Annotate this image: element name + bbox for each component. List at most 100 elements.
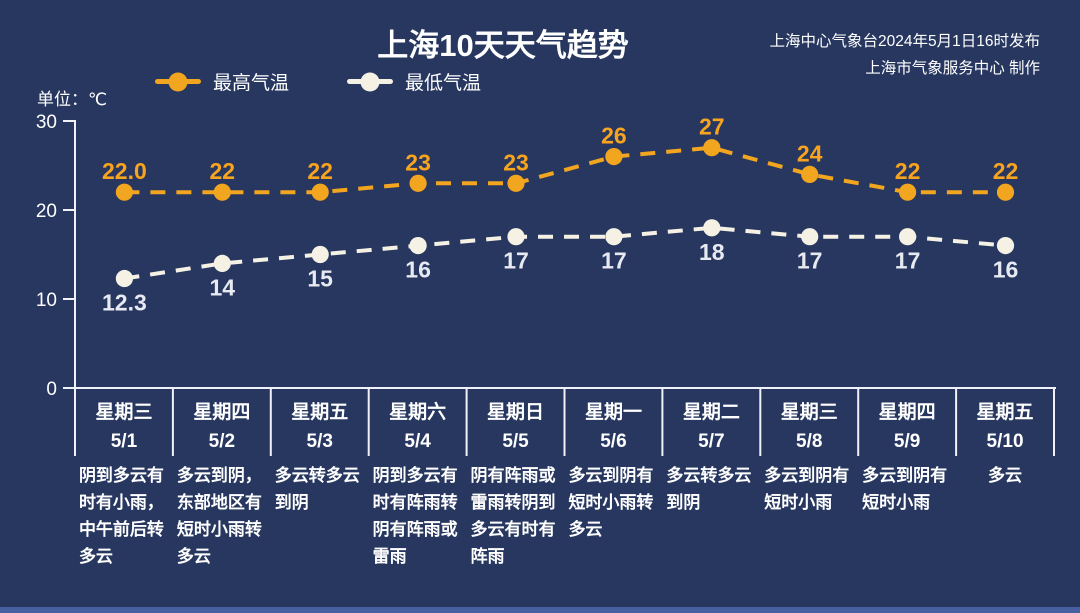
weather-description: 阴到多云有时有小雨，中午前后转多云	[78, 466, 164, 566]
weekday-label: 星期三	[780, 402, 838, 423]
max-temp-value-label: 27	[699, 114, 725, 140]
y-tick-label: 10	[36, 290, 57, 311]
source-line-2: 上海市气象服务中心 制作	[865, 60, 1040, 77]
weather-cell: 阴有阵雨或雷雨转阴到多云有时有阵雨	[467, 462, 565, 607]
date-label: 5/8	[796, 431, 823, 452]
max-temp-value-label: 22	[307, 158, 333, 184]
weekday-label: 星期三	[95, 402, 153, 423]
weather-cell: 多云到阴有短时小雨	[858, 462, 956, 607]
weekday-label: 星期四	[193, 402, 251, 423]
max-temp-value-label: 22	[895, 158, 921, 184]
min-temp-value-label: 18	[699, 239, 725, 265]
weather-cell: 阴到多云有时有小雨，中午前后转多云	[75, 462, 173, 607]
bottom-accent-bar	[0, 607, 1080, 613]
max-temp-point	[507, 174, 525, 192]
min-temp-point	[311, 245, 329, 264]
day-cell: 星期五 5/10	[956, 392, 1054, 456]
day-cell: 星期四 5/2	[173, 392, 271, 456]
min-temp-value-label: 17	[797, 248, 823, 274]
min-temp-point	[801, 228, 819, 246]
max-temp-legend-dot-icon	[168, 72, 188, 91]
date-label: 5/3	[306, 431, 333, 452]
unit-label: 单位：℃	[37, 90, 108, 109]
max-temp-point	[409, 174, 427, 192]
weekday-label: 星期一	[584, 402, 642, 423]
max-temp-value-label: 22	[993, 158, 1019, 184]
max-temp-value-label: 23	[405, 149, 431, 175]
weekday-label: 星期六	[389, 402, 447, 423]
max-temp-value-label: 22.0	[102, 158, 147, 184]
day-cell: 星期一 5/6	[565, 392, 663, 456]
weather-description: 多云转多云到阴	[274, 466, 360, 512]
day-cell: 星期日 5/5	[467, 392, 565, 456]
day-cell: 星期三 5/1	[75, 392, 173, 456]
max-temp-point	[996, 183, 1015, 201]
y-tick-label: 0	[46, 379, 57, 400]
date-label: 5/4	[404, 431, 431, 452]
date-label: 5/10	[986, 431, 1024, 452]
day-cell: 星期三 5/8	[760, 392, 858, 456]
date-label: 5/2	[208, 431, 236, 452]
min-temp-point	[703, 219, 721, 237]
min-temp-legend-item: 最低气温	[347, 68, 481, 95]
min-temp-value-label: 16	[405, 257, 431, 283]
min-temp-value-label: 15	[307, 266, 333, 292]
y-tick-label: 30	[36, 112, 57, 133]
page-title: 上海10天天气趋势	[377, 28, 629, 63]
max-temp-value-label: 22	[210, 158, 236, 184]
weather-description: 阴到多云有时有阵雨转阴有阵雨或雷雨	[372, 466, 458, 566]
min-temp-point	[996, 237, 1015, 255]
max-temp-legend-label: 最高气温	[213, 73, 290, 94]
source-line-1: 上海中心气象台2024年5月1日16时发布	[769, 33, 1040, 50]
min-temp-point	[115, 269, 133, 288]
weather-cell: 多云转多云到阴	[662, 462, 760, 607]
weather-description: 多云到阴有短时小雨	[764, 466, 850, 512]
min-temp-value-label: 12.3	[102, 290, 147, 316]
weather-description: 多云	[988, 466, 1023, 485]
min-temp-point	[605, 228, 623, 246]
weather-description: 多云到阴有短时小雨转多云	[568, 466, 654, 539]
legend: 最高气温 最低气温	[155, 68, 481, 95]
weather-cell: 多云到阴有短时小雨	[760, 462, 858, 607]
min-temp-value-label: 17	[895, 248, 921, 274]
weather-cell: 多云到阴，东部地区有短时小雨转多云	[173, 462, 271, 607]
min-temp-point	[213, 254, 231, 272]
min-temp-line	[124, 225, 1006, 281]
weekday-label: 星期四	[878, 402, 936, 423]
max-temp-legend-item: 最高气温	[155, 68, 289, 95]
weather-cell: 多云	[956, 462, 1054, 607]
max-temp-point	[801, 165, 819, 183]
day-cell: 星期六 5/4	[369, 392, 467, 456]
max-temp-legend-marker-icon	[155, 72, 201, 91]
date-label: 5/1	[110, 431, 138, 452]
source-info: 上海中心气象台2024年5月1日16时发布 上海市气象服务中心 制作	[770, 28, 1040, 82]
weekday-label: 星期五	[976, 402, 1034, 423]
min-temp-value-label: 14	[210, 274, 236, 300]
min-temp-point	[409, 237, 427, 255]
max-temp-value-label: 24	[797, 140, 823, 166]
max-temp-line	[124, 145, 1006, 195]
date-label: 5/6	[600, 431, 627, 452]
day-cell: 星期四 5/9	[858, 392, 956, 456]
weekday-label: 星期二	[682, 402, 740, 423]
weather-cell: 多云到阴有短时小雨转多云	[565, 462, 663, 607]
max-temp-point	[311, 183, 329, 201]
min-temp-legend-marker-icon	[347, 72, 394, 91]
min-temp-point	[899, 228, 917, 246]
max-temp-value-label: 23	[503, 149, 529, 175]
weather-description: 多云到阴有短时小雨	[862, 466, 948, 512]
y-tick-label: 20	[36, 201, 57, 222]
weather-cell: 阴到多云有时有阵雨转阴有阵雨或雷雨	[369, 462, 467, 607]
weekday-label: 星期日	[487, 402, 545, 423]
min-temp-point	[507, 228, 525, 246]
day-cell: 星期二 5/7	[662, 392, 760, 456]
weather-description: 阴有阵雨或雷雨转阴到多云有时有阵雨	[470, 466, 556, 566]
date-label: 5/7	[698, 431, 725, 452]
min-temp-legend-dot-icon	[360, 72, 380, 91]
min-temp-value-label: 17	[601, 248, 627, 274]
weekday-label: 星期五	[291, 402, 349, 423]
max-temp-point	[703, 139, 721, 157]
date-label: 5/5	[502, 431, 529, 452]
